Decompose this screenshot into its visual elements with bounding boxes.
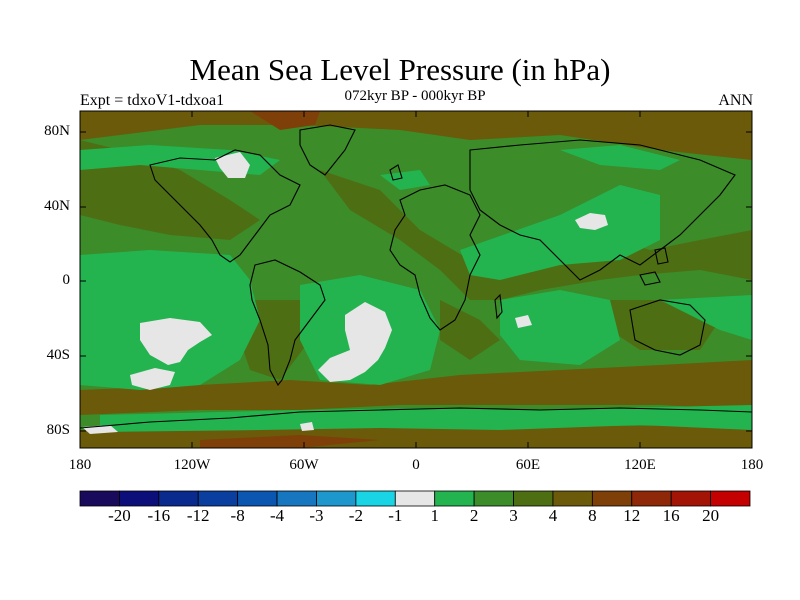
colorbar-swatch	[158, 490, 199, 507]
colorbar-swatch	[197, 490, 239, 507]
colorbar-swatch	[710, 490, 751, 507]
colorbar-swatch	[473, 490, 514, 507]
colorbar-swatch	[119, 490, 160, 507]
colorbar-swatch	[355, 490, 396, 507]
colorbar-swatch	[237, 490, 278, 507]
season-label: ANN	[718, 92, 753, 109]
colorbar-swatch	[591, 490, 633, 507]
coastlines	[80, 124, 752, 429]
colorbar-tick-label: 16	[662, 506, 680, 525]
colorbar-swatch	[79, 490, 120, 507]
map-title: Mean Sea Level Pressure (in hPa)	[189, 52, 611, 87]
x-tick-label: 60E	[515, 457, 541, 473]
y-tick-label: 40N	[44, 198, 70, 214]
colorbar-tick-label: -8	[230, 506, 245, 525]
y-tick-label: 0	[62, 272, 71, 288]
y-tick-label: 80S	[46, 422, 70, 438]
x-tick-label: 120E	[624, 457, 656, 473]
x-tick-label: 0	[412, 457, 420, 473]
colorbar-tick-label: -3	[309, 506, 324, 525]
colorbar-tick-label: 2	[469, 506, 479, 525]
time-period-label: 072kyr BP - 000kyr BP	[344, 88, 486, 104]
colorbar-tick-label: 20	[702, 506, 720, 525]
colorbar-swatch	[552, 490, 593, 507]
colorbar-swatch	[276, 490, 317, 507]
y-tick-label: 40S	[46, 347, 70, 363]
colorbar-tick-label: -12	[186, 506, 210, 525]
colorbar-swatch	[631, 490, 672, 507]
colorbar-swatch	[513, 490, 554, 507]
colorbar-swatch	[434, 490, 475, 507]
y-tick-label: 80N	[44, 123, 70, 139]
colorbar-tick-label: -4	[269, 506, 285, 525]
colorbar-tick-label: -2	[348, 506, 363, 525]
colorbar-swatch	[316, 490, 357, 507]
colorbar-tick-label: 8	[588, 506, 597, 525]
colorbar-tick-label: 1	[430, 506, 439, 525]
pressure-field	[80, 111, 752, 448]
colorbar	[79, 490, 751, 507]
colorbar-tick-label: -16	[147, 506, 171, 525]
colorbar-tick-label: -20	[108, 506, 131, 525]
colorbar-tick-label: -1	[388, 506, 403, 525]
axis-ticks	[80, 111, 752, 448]
colorbar-tick-label: 4	[548, 506, 558, 525]
x-tick-label: 120W	[173, 457, 211, 473]
colorbar-tick-label: 3	[509, 506, 518, 525]
x-tick-label: 180	[68, 457, 92, 473]
x-tick-label: 180	[740, 457, 764, 473]
colorbar-swatch	[670, 490, 711, 507]
x-tick-label: 60W	[289, 457, 319, 473]
experiment-label: Expt = tdxoV1-tdxoa1	[80, 92, 225, 109]
colorbar-tick-label: 12	[623, 506, 641, 525]
colorbar-swatch	[394, 490, 436, 507]
